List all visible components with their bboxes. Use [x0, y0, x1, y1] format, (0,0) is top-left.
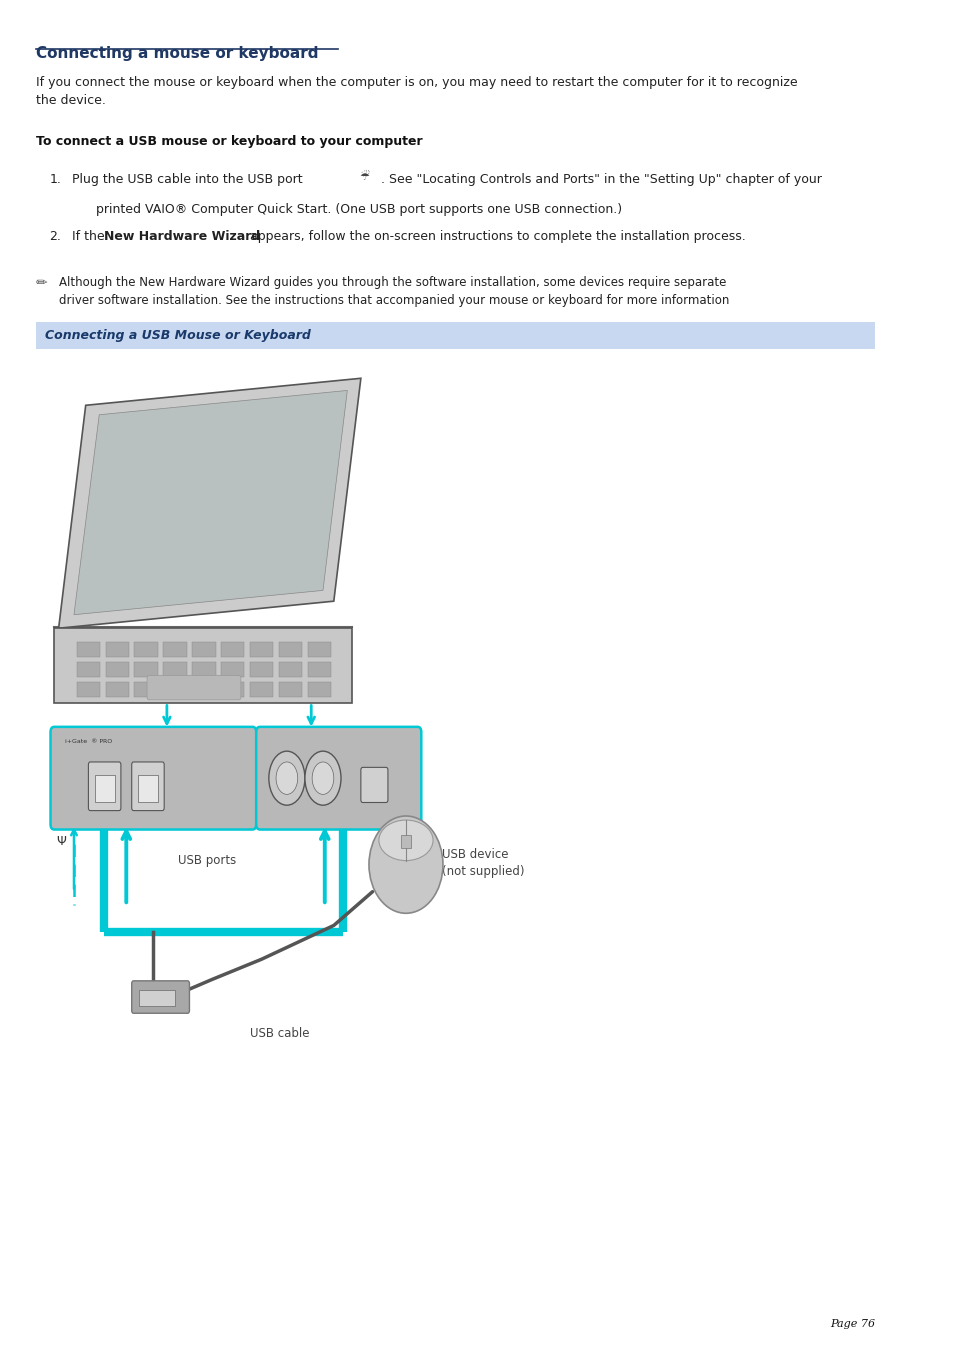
Text: ✏: ✏: [36, 276, 48, 289]
Ellipse shape: [369, 816, 442, 913]
Bar: [221, 642, 244, 657]
Text: . See "Locating Controls and Ports" in the "Setting Up" chapter of your: . See "Locating Controls and Ports" in t…: [380, 173, 821, 186]
Bar: [221, 662, 244, 677]
Circle shape: [269, 751, 305, 805]
Bar: [192, 642, 215, 657]
FancyBboxPatch shape: [89, 762, 121, 811]
Bar: [221, 682, 244, 697]
Text: USB cable: USB cable: [250, 1027, 309, 1040]
Text: 2.: 2.: [50, 230, 61, 243]
Bar: [163, 682, 187, 697]
Text: i+Gate  ® PRO: i+Gate ® PRO: [65, 739, 112, 744]
Text: To connect a USB mouse or keyboard to your computer: To connect a USB mouse or keyboard to yo…: [36, 135, 422, 149]
FancyBboxPatch shape: [51, 727, 256, 830]
Bar: [106, 662, 129, 677]
Bar: [106, 642, 129, 657]
Bar: [192, 682, 215, 697]
Text: If the: If the: [72, 230, 109, 243]
Ellipse shape: [378, 820, 433, 861]
Text: USB ports: USB ports: [178, 854, 236, 867]
Text: appears, follow the on-screen instructions to complete the installation process.: appears, follow the on-screen instructio…: [246, 230, 745, 243]
Bar: [400, 835, 411, 848]
Bar: [192, 662, 215, 677]
Circle shape: [305, 751, 340, 805]
Circle shape: [275, 762, 297, 794]
Bar: [278, 682, 302, 697]
Bar: [278, 642, 302, 657]
Bar: [76, 682, 100, 697]
Bar: [307, 682, 331, 697]
FancyBboxPatch shape: [132, 981, 190, 1013]
Bar: [134, 682, 157, 697]
Text: printed VAIO® Computer Quick Start. (One USB port supports one USB connection.): printed VAIO® Computer Quick Start. (One…: [72, 203, 621, 216]
Bar: [307, 642, 331, 657]
Bar: [307, 662, 331, 677]
Text: Page 76: Page 76: [829, 1320, 874, 1329]
Text: Connecting a USB Mouse or Keyboard: Connecting a USB Mouse or Keyboard: [45, 328, 311, 342]
FancyBboxPatch shape: [147, 676, 240, 700]
Bar: [163, 662, 187, 677]
Polygon shape: [54, 628, 352, 703]
Polygon shape: [74, 390, 347, 615]
Text: USB device
(not supplied): USB device (not supplied): [441, 848, 524, 878]
Text: If you connect the mouse or keyboard when the computer is on, you may need to re: If you connect the mouse or keyboard whe…: [36, 76, 797, 107]
Circle shape: [312, 762, 334, 794]
Polygon shape: [58, 378, 360, 628]
Bar: [106, 682, 129, 697]
Bar: [134, 642, 157, 657]
Text: Plug the USB cable into the USB port: Plug the USB cable into the USB port: [72, 173, 302, 186]
FancyBboxPatch shape: [360, 767, 388, 802]
Text: 1.: 1.: [50, 173, 61, 186]
Text: Ψ: Ψ: [56, 835, 66, 848]
Bar: [94, 775, 114, 802]
Bar: [278, 662, 302, 677]
Bar: [139, 990, 174, 1006]
FancyBboxPatch shape: [256, 727, 421, 830]
Bar: [134, 662, 157, 677]
Bar: [250, 682, 274, 697]
Bar: [163, 642, 187, 657]
Bar: [76, 642, 100, 657]
Text: ☔: ☔: [358, 172, 369, 182]
Bar: [250, 642, 274, 657]
FancyBboxPatch shape: [132, 762, 164, 811]
Text: Although the New Hardware Wizard guides you through the software installation, s: Although the New Hardware Wizard guides …: [58, 276, 728, 307]
Bar: [76, 662, 100, 677]
Bar: [250, 662, 274, 677]
Bar: [36, 322, 874, 349]
Bar: [138, 775, 157, 802]
Text: New Hardware Wizard: New Hardware Wizard: [104, 230, 260, 243]
Text: Connecting a mouse or keyboard: Connecting a mouse or keyboard: [36, 46, 318, 61]
